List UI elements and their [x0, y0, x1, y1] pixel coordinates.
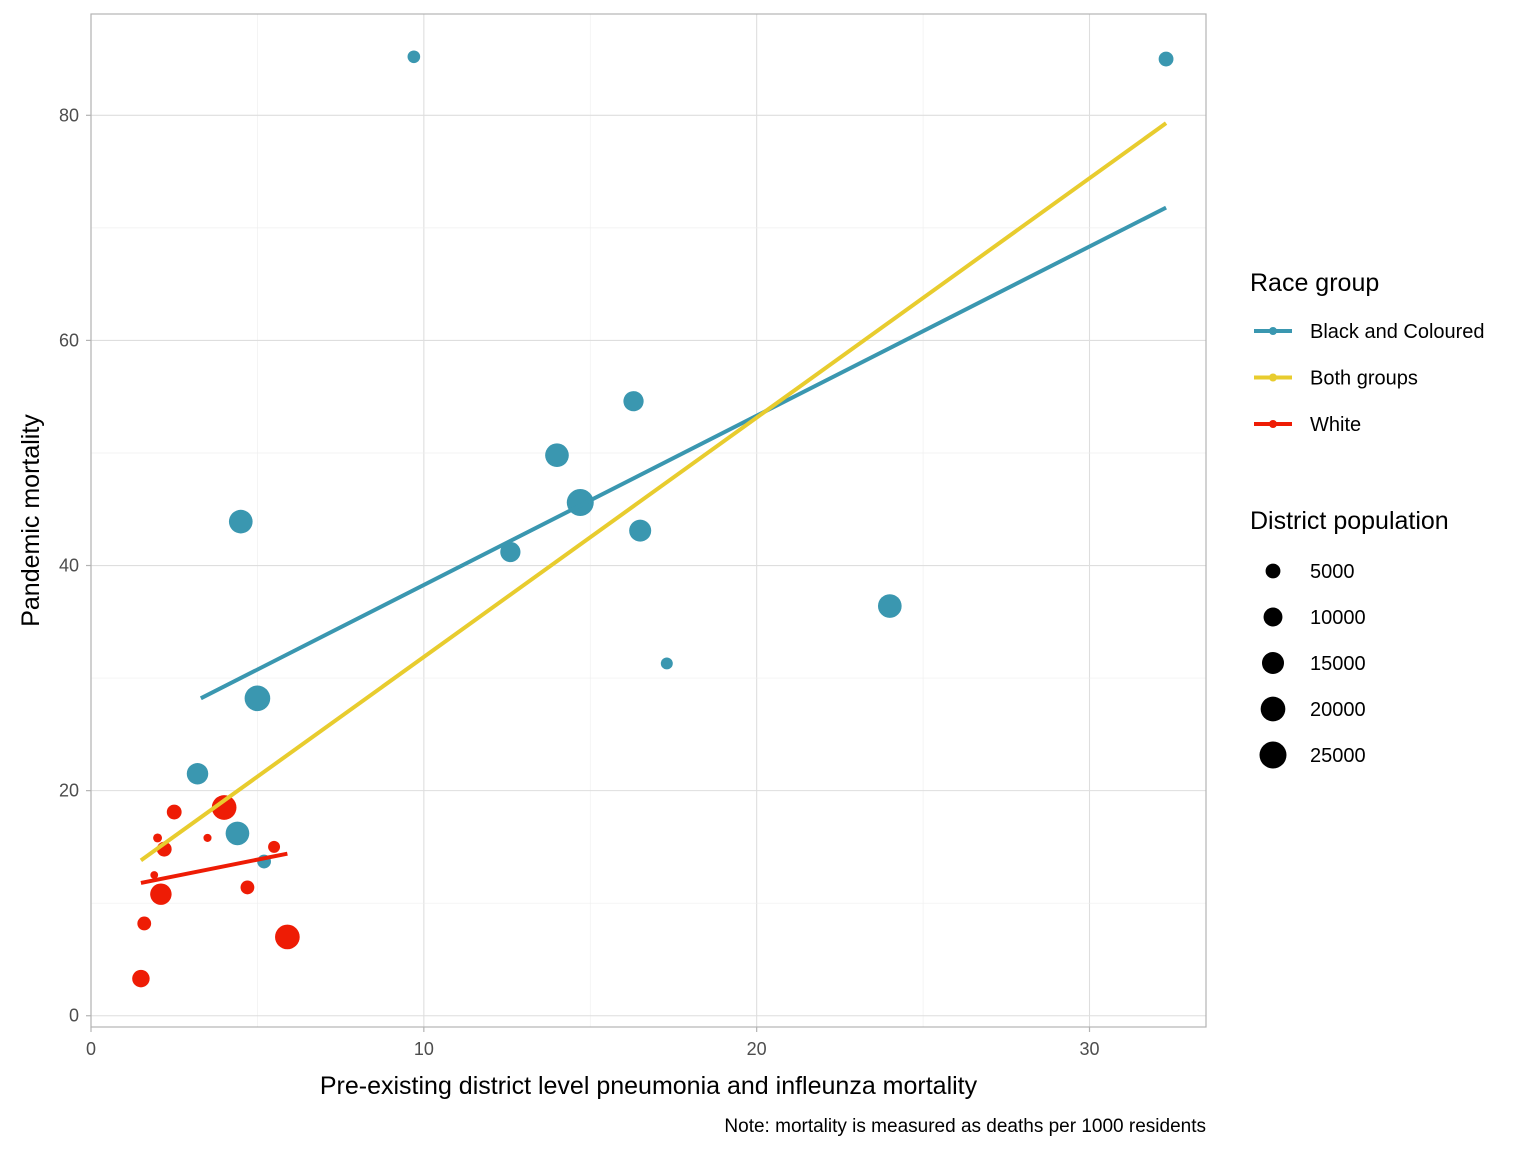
point-white: [275, 924, 300, 950]
legend-label: Both groups: [1310, 368, 1418, 390]
gridlines: [90, 14, 1206, 1027]
x-axis-title: Pre-existing district level pneumonia an…: [320, 1072, 978, 1100]
legend-district-population-title: District population: [1250, 507, 1449, 535]
fit-line-black-and-coloured: [199, 205, 1167, 701]
point-black-and-coloured: [225, 821, 250, 846]
legend-label: White: [1310, 414, 1361, 436]
legend-district-population: District population 5000 10000 15000 20000 2…: [1250, 507, 1449, 769]
point-white: [137, 916, 152, 931]
point-black-and-coloured: [186, 763, 209, 785]
point-white: [132, 969, 150, 988]
legend-race-group: Race group Black and Coloured Both groups…: [1250, 269, 1485, 436]
fit-line-white: [140, 851, 288, 885]
point-black-and-coloured: [228, 509, 253, 534]
legend-size-label: 5000: [1310, 561, 1355, 583]
point-black-and-coloured: [629, 519, 652, 542]
x-tick-label: 30: [1079, 1039, 1099, 1059]
legend-size-key: [1259, 741, 1287, 769]
x-tick-label: 20: [747, 1039, 767, 1059]
y-tick-label: 80: [59, 105, 79, 125]
point-black-and-coloured: [1158, 51, 1174, 67]
legend-key-dot: [1269, 373, 1277, 382]
legend-size-key: [1260, 696, 1286, 722]
data-points: [132, 50, 1174, 988]
axis-ticks: 0 10 20 30 0 20 40 60 80: [59, 105, 1100, 1059]
point-black-and-coloured: [877, 594, 902, 618]
legend-key-dot: [1269, 420, 1277, 428]
x-tick-label: 10: [414, 1039, 434, 1059]
point-white: [150, 883, 172, 905]
fit-line-both-groups: [139, 121, 1168, 863]
y-tick-label: 0: [69, 1006, 79, 1026]
point-black-and-coloured: [623, 391, 644, 412]
point-white: [268, 840, 281, 853]
legend-key-dot: [1269, 327, 1277, 335]
legend-size-key: [1261, 651, 1285, 675]
point-black-and-coloured: [244, 685, 271, 712]
x-tick-label: 0: [86, 1039, 96, 1059]
point-black-and-coloured: [500, 541, 521, 563]
point-black-and-coloured: [545, 443, 569, 468]
point-white: [240, 880, 255, 895]
y-axis-title: Pandemic mortality: [17, 414, 45, 627]
legend-label: Black and Coloured: [1310, 321, 1485, 343]
y-tick-label: 60: [59, 330, 79, 350]
y-tick-label: 20: [59, 781, 79, 801]
y-tick-label: 40: [59, 556, 79, 576]
point-white: [150, 871, 159, 879]
legend-size-label: 10000: [1310, 607, 1366, 629]
legend-size-label: 15000: [1310, 653, 1366, 675]
legend-race-group-title: Race group: [1250, 269, 1379, 297]
point-black-and-coloured: [407, 50, 421, 64]
point-black-and-coloured: [660, 657, 673, 670]
point-white: [153, 833, 163, 843]
point-white: [211, 795, 237, 820]
legend-size-key: [1265, 563, 1281, 579]
panel-border: [90, 13, 1207, 1028]
point-white: [166, 804, 182, 820]
chart-caption: Note: mortality is measured as deaths pe…: [724, 1116, 1206, 1137]
legend-size-label: 20000: [1310, 699, 1366, 721]
point-white: [203, 833, 212, 842]
legend-size-label: 25000: [1310, 745, 1366, 767]
legend-size-key: [1263, 607, 1283, 627]
